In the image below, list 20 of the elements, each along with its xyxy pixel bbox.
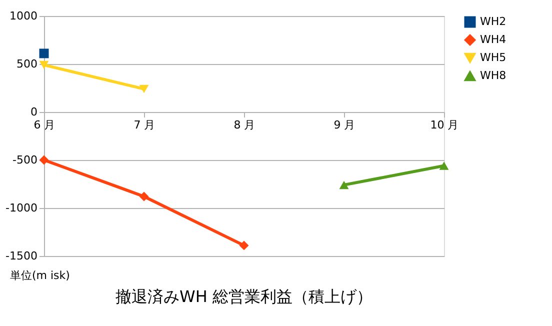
x-tick-label: 8 月 [234,118,256,132]
point [39,48,49,58]
y-tick-label: -1000 [6,202,38,214]
x-tick-label: 7 月 [134,118,156,132]
text: 撤退済みWH 総営業利益（積上げ） [116,287,372,306]
legend-label: WH2 [480,15,506,28]
x-tick-label: 10 月 [430,118,459,132]
point [139,192,149,202]
legend-label: WH8 [480,69,506,82]
legend-label: WH5 [480,51,506,64]
y-tick-label: 500 [16,58,38,70]
y-tick-label: 1000 [10,10,38,22]
point [239,240,249,250]
legend-label: WH4 [480,33,506,46]
x-tick-label: 6 月 [34,118,56,132]
text: 単位(m isk) [10,269,70,282]
y-tick-label: 0 [30,106,38,118]
y-tick-label: -500 [12,154,38,166]
y-tick-label: -1500 [6,250,38,262]
x-tick-label: 9 月 [334,118,356,132]
